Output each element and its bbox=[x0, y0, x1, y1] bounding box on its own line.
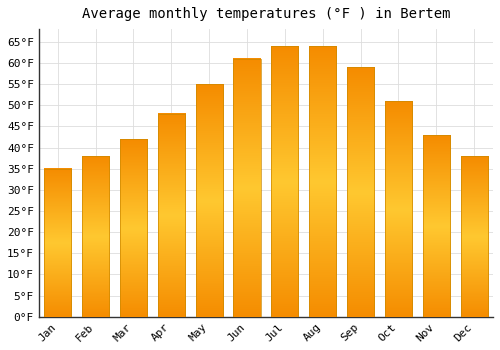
Bar bbox=[460, 156, 488, 317]
Bar bbox=[120, 139, 147, 317]
Bar bbox=[271, 46, 298, 317]
Bar bbox=[196, 84, 223, 317]
Bar bbox=[120, 139, 147, 317]
Bar bbox=[422, 135, 450, 317]
Bar bbox=[347, 67, 374, 317]
Bar bbox=[234, 59, 260, 317]
Bar bbox=[385, 101, 412, 317]
Bar bbox=[271, 46, 298, 317]
Bar bbox=[196, 84, 223, 317]
Bar bbox=[234, 59, 260, 317]
Bar bbox=[460, 156, 488, 317]
Bar bbox=[422, 135, 450, 317]
Bar bbox=[158, 114, 185, 317]
Bar bbox=[82, 156, 109, 317]
Bar bbox=[309, 46, 336, 317]
Bar bbox=[309, 46, 336, 317]
Title: Average monthly temperatures (°F ) in Bertem: Average monthly temperatures (°F ) in Be… bbox=[82, 7, 450, 21]
Bar bbox=[44, 169, 72, 317]
Bar bbox=[82, 156, 109, 317]
Bar bbox=[347, 67, 374, 317]
Bar bbox=[44, 169, 72, 317]
Bar bbox=[385, 101, 412, 317]
Bar bbox=[158, 114, 185, 317]
